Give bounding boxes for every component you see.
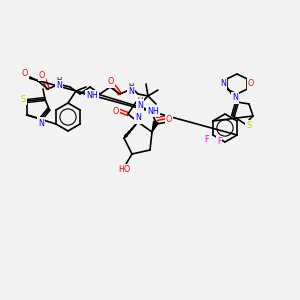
Text: N: N — [56, 82, 62, 91]
Text: NH: NH — [147, 106, 159, 116]
Text: O: O — [166, 115, 172, 124]
Text: O: O — [248, 80, 254, 88]
Text: N: N — [128, 88, 134, 97]
Text: O: O — [22, 70, 28, 79]
Text: O: O — [113, 106, 119, 116]
Text: O: O — [39, 70, 45, 80]
Polygon shape — [152, 121, 158, 132]
Text: F: F — [205, 134, 209, 143]
Text: S: S — [20, 94, 26, 103]
Text: N: N — [137, 100, 143, 109]
Text: H: H — [137, 97, 142, 103]
Text: H: H — [128, 83, 134, 89]
Text: F: F — [217, 137, 221, 146]
Text: N: N — [135, 113, 141, 122]
Text: O: O — [108, 77, 114, 86]
Text: NH: NH — [86, 92, 98, 100]
Text: H: H — [56, 77, 61, 83]
Text: N: N — [38, 118, 44, 127]
Text: N: N — [220, 80, 226, 88]
Text: S: S — [246, 122, 252, 130]
Text: N: N — [232, 94, 238, 103]
Text: HO: HO — [118, 166, 130, 175]
